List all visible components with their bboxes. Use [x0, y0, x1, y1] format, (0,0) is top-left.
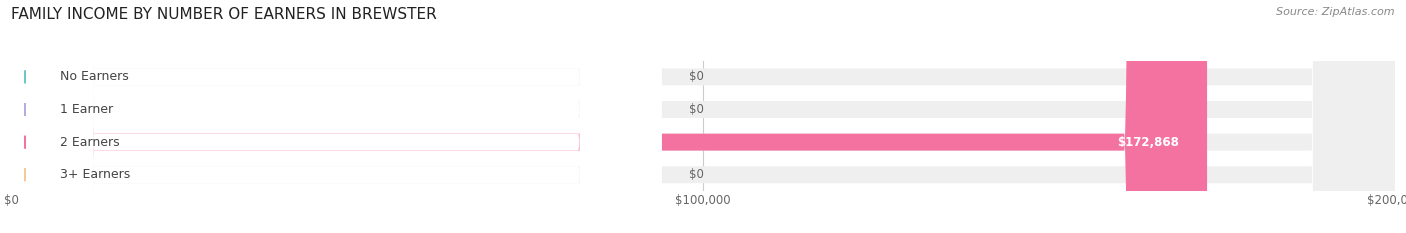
FancyBboxPatch shape: [11, 0, 661, 233]
Text: 1 Earner: 1 Earner: [59, 103, 112, 116]
Text: FAMILY INCOME BY NUMBER OF EARNERS IN BREWSTER: FAMILY INCOME BY NUMBER OF EARNERS IN BR…: [11, 7, 437, 22]
FancyBboxPatch shape: [11, 0, 1395, 233]
Text: No Earners: No Earners: [59, 70, 128, 83]
FancyBboxPatch shape: [11, 0, 1395, 233]
Text: $172,868: $172,868: [1118, 136, 1180, 149]
Text: $0: $0: [689, 103, 704, 116]
FancyBboxPatch shape: [11, 0, 661, 233]
Text: 3+ Earners: 3+ Earners: [59, 168, 129, 181]
Text: Source: ZipAtlas.com: Source: ZipAtlas.com: [1277, 7, 1395, 17]
FancyBboxPatch shape: [11, 0, 1208, 233]
FancyBboxPatch shape: [11, 0, 1395, 233]
FancyBboxPatch shape: [11, 0, 661, 233]
Text: 2 Earners: 2 Earners: [59, 136, 120, 149]
FancyBboxPatch shape: [11, 0, 1395, 233]
FancyBboxPatch shape: [11, 0, 661, 233]
Text: $0: $0: [689, 70, 704, 83]
Text: $0: $0: [689, 168, 704, 181]
